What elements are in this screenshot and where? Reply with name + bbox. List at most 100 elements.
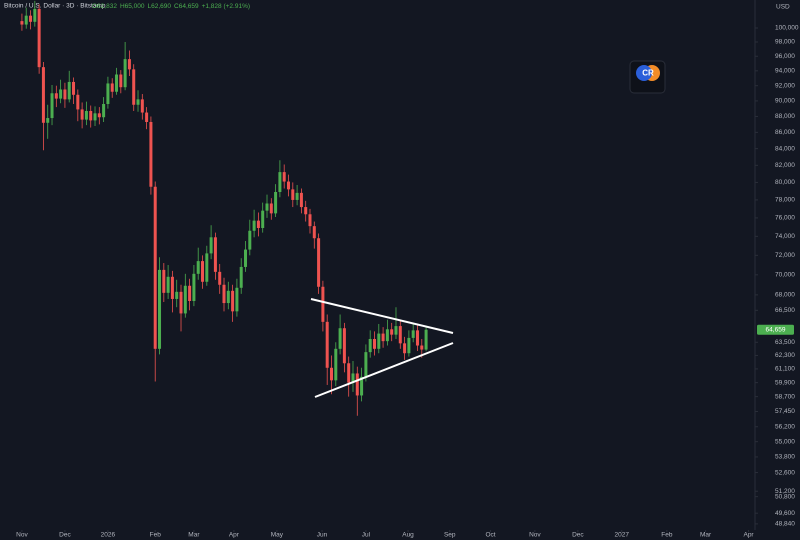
candle-body (420, 345, 424, 350)
y-tick-label: 62,300 (775, 352, 795, 359)
candle-body (342, 328, 346, 364)
y-tick-label: 56,200 (775, 423, 795, 430)
candle-body (20, 21, 24, 25)
change: +1,828 (+2.91%) (202, 3, 250, 10)
y-tick-label: 76,000 (775, 215, 795, 222)
y-tick-label: 96,000 (775, 53, 795, 60)
candle-body (119, 74, 123, 88)
candle-body (123, 59, 127, 88)
candle-body (390, 329, 394, 335)
candle-body (394, 326, 398, 335)
ohlc-value: H65,000 (120, 3, 145, 10)
candle-body (102, 103, 106, 118)
ohlc-values: O62,832 H65,000 L62,690 C64,659 +1,828 (+2.9… (92, 3, 250, 10)
candle-body (63, 89, 67, 100)
candle-body (67, 81, 71, 100)
currency: USD (776, 4, 790, 11)
candle-body (166, 276, 170, 293)
x-tick-label: Oct (486, 532, 496, 539)
logo-text: CR (642, 69, 654, 78)
candle-body (291, 189, 295, 200)
logo: CR (629, 60, 666, 94)
y-tick-label: 84,000 (775, 145, 795, 152)
candle-body (321, 286, 325, 322)
candle-body (317, 238, 321, 287)
candle-body (278, 172, 282, 192)
candle-body (381, 333, 385, 342)
candle-body (308, 214, 312, 227)
candle-body (76, 94, 80, 110)
y-tick-label: 90,000 (775, 98, 795, 105)
ohlc-value: O62,832 (92, 3, 117, 10)
candle-body (192, 273, 196, 302)
candle-body (183, 285, 187, 314)
candle-body (325, 321, 329, 368)
y-tick-label: 82,000 (775, 162, 795, 169)
candle-body (37, 8, 41, 68)
x-tick-label: Jun (317, 532, 328, 539)
y-tick-label: 88,000 (775, 113, 795, 120)
y-tick-label: 52,600 (775, 469, 795, 476)
candle-body (33, 8, 37, 22)
y-tick-label: 98,000 (775, 39, 795, 46)
y-tick-label: 55,000 (775, 438, 795, 445)
logo-circle-blue (636, 65, 652, 81)
chart-title: Bitcoin / U.S. Dollar · 3D · Bitstamp (4, 3, 106, 10)
candle-body (295, 192, 299, 200)
candle-body (46, 118, 50, 123)
candle-body (132, 69, 136, 105)
candle-body (89, 110, 93, 121)
candle-body (175, 291, 179, 299)
candle-body (106, 83, 110, 104)
candle-body (226, 290, 230, 304)
x-tick-label: Jul (362, 532, 371, 539)
candle-body (170, 276, 174, 299)
ohlc-value: C64,659 (174, 3, 199, 10)
x-tick-label: Mar (188, 532, 200, 539)
x-tick-label: Nov (16, 532, 28, 539)
candle-body (334, 348, 338, 381)
candle-body (299, 192, 303, 208)
last-price-label: 64,659 (766, 326, 786, 333)
candle-body (265, 203, 269, 211)
x-tick-label: Mar (700, 532, 712, 539)
candle-body (235, 287, 239, 312)
x-tick-label: 2026 (101, 532, 116, 539)
candle-body (93, 113, 97, 121)
y-tick-label: 66,500 (775, 307, 795, 314)
candle-body (329, 367, 333, 381)
x-tick-label: Nov (529, 532, 541, 539)
x-tick-label: Aug (402, 532, 414, 539)
y-tick-label: 92,000 (775, 82, 795, 89)
y-tick-label: 68,000 (775, 292, 795, 299)
candle-body (50, 93, 54, 119)
candle-body (209, 237, 213, 254)
y-tick-label: 80,000 (775, 179, 795, 186)
y-tick-label: 74,000 (775, 233, 795, 240)
candle-body (360, 376, 364, 396)
candle-body (269, 203, 273, 214)
candle-body (286, 181, 291, 190)
x-tick-label: Apr (229, 532, 240, 539)
y-tick-label: 59,900 (775, 379, 795, 386)
candle-body (407, 337, 411, 354)
y-tick-label: 50,800 (775, 493, 795, 500)
candle-body (424, 329, 428, 350)
candle-body (252, 220, 256, 231)
candle-body (377, 333, 381, 349)
candle-body (205, 253, 209, 282)
y-tick-label: 58,700 (775, 393, 795, 400)
y-tick-label: 48,840 (775, 521, 795, 528)
candle-body (72, 81, 76, 95)
candle-body (248, 230, 252, 250)
candle-body (188, 285, 192, 302)
x-tick-label: Apr (743, 532, 754, 539)
candle-body (201, 261, 205, 282)
candle-body (149, 121, 153, 187)
y-tick-label: 53,800 (775, 454, 795, 461)
candle-body (368, 338, 372, 353)
candle-body (41, 67, 45, 123)
trendline-lower (314, 342, 454, 398)
ohlc-header: O62,832 H65,000 L62,690 C64,659 +1,828 (+2.9… (92, 3, 250, 10)
